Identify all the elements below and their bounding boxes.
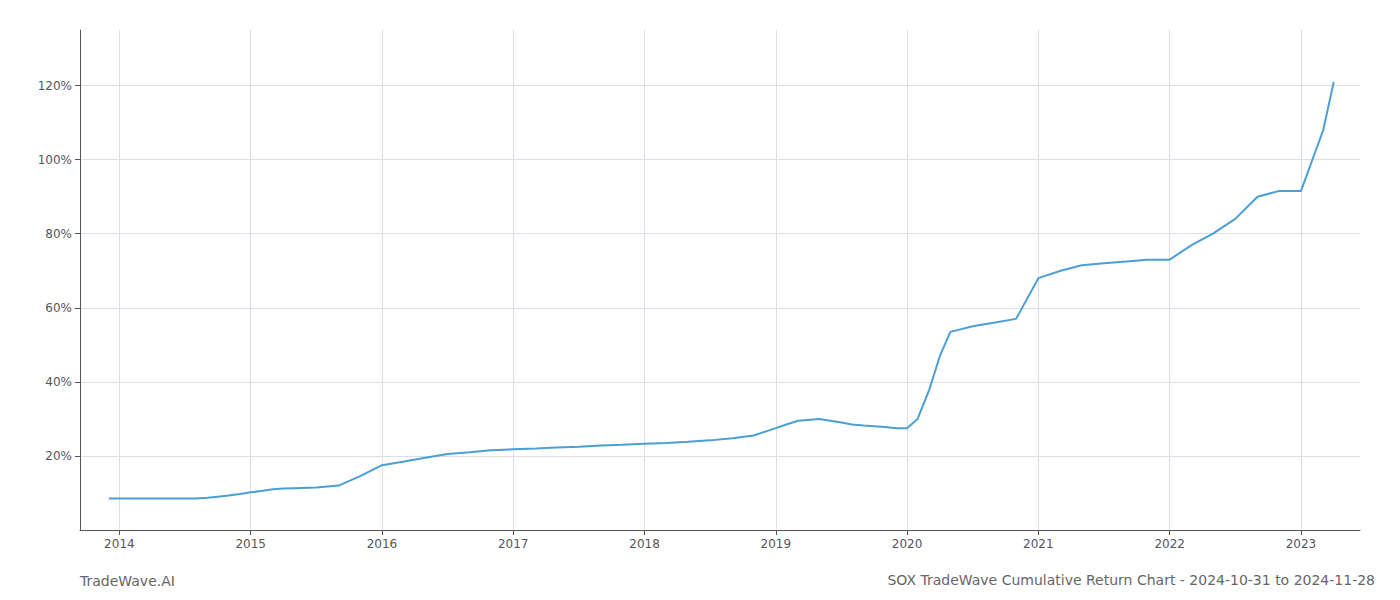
svg-text:100%: 100% xyxy=(38,153,72,167)
svg-text:2023: 2023 xyxy=(1286,537,1317,551)
svg-text:2017: 2017 xyxy=(498,537,529,551)
svg-text:2021: 2021 xyxy=(1023,537,1054,551)
svg-text:TradeWave.AI: TradeWave.AI xyxy=(79,573,175,589)
svg-text:2019: 2019 xyxy=(761,537,792,551)
svg-text:2015: 2015 xyxy=(235,537,266,551)
svg-text:2020: 2020 xyxy=(892,537,923,551)
svg-text:80%: 80% xyxy=(45,227,72,241)
svg-text:120%: 120% xyxy=(38,79,72,93)
svg-text:40%: 40% xyxy=(45,375,72,389)
svg-text:60%: 60% xyxy=(45,301,72,315)
svg-text:2022: 2022 xyxy=(1154,537,1185,551)
svg-text:2016: 2016 xyxy=(367,537,398,551)
svg-text:SOX TradeWave Cumulative Retur: SOX TradeWave Cumulative Return Chart - … xyxy=(887,572,1375,588)
svg-text:2018: 2018 xyxy=(629,537,660,551)
svg-text:2014: 2014 xyxy=(104,537,135,551)
svg-text:20%: 20% xyxy=(45,449,72,463)
